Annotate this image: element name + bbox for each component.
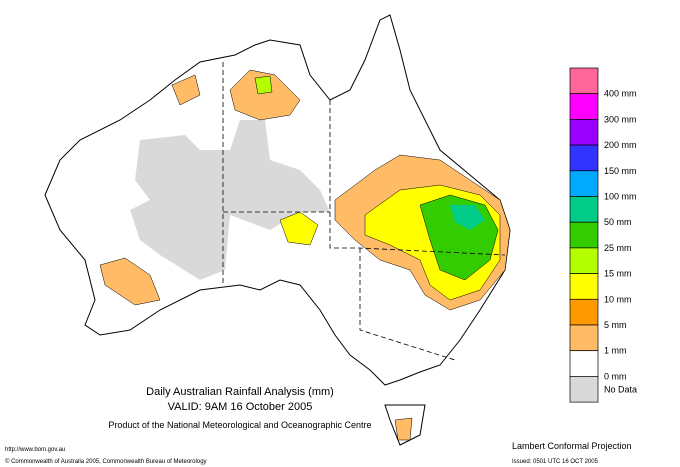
legend-label: 150 mm [604, 166, 637, 176]
legend-label: 200 mm [604, 140, 637, 150]
title-line: VALID: 9AM 16 October 2005 [168, 401, 313, 413]
legend-swatch [569, 196, 599, 223]
legend-swatch [569, 221, 599, 249]
legend-swatch [569, 170, 599, 197]
rain-north-green [254, 75, 273, 95]
no-data-area [130, 120, 330, 280]
legend-swatch [569, 67, 599, 95]
legend-swatch [569, 247, 599, 274]
legend-swatch [569, 273, 599, 300]
legend-swatch [569, 93, 599, 120]
legend-swatch [569, 298, 599, 326]
legend-label: 15 mm [604, 269, 632, 279]
rain-north [229, 69, 301, 121]
url: http://www.bom.gov.au [5, 447, 65, 453]
issued: Issued: 0501 UTC 16 OCT 2005 [512, 459, 599, 465]
rain-west [99, 257, 161, 306]
legend-label: 10 mm [604, 294, 632, 304]
legend: 400 mm 300 mm 200 mm 150 mm 100 mm 50 mm 25 mm… [569, 67, 637, 403]
rain-50mm [450, 205, 485, 230]
legend-label: No Data [604, 384, 637, 394]
legend-label: 100 mm [604, 192, 637, 202]
legend-label: 1 mm [604, 346, 627, 356]
legend-swatch [569, 324, 599, 352]
legend-swatch [569, 350, 599, 377]
legend-swatch [569, 144, 599, 172]
legend-label: 25 mm [604, 243, 632, 253]
legend-label: 50 mm [604, 217, 632, 227]
legend-swatch [569, 119, 599, 146]
title-line: Product of the National Meteorological a… [108, 420, 371, 430]
rain-kimberley [171, 74, 201, 106]
legend-label: 5 mm [604, 320, 627, 330]
legend-swatch [569, 376, 599, 403]
rain-tas [394, 417, 413, 441]
title-line: Daily Australian Rainfall Analysis (mm) [146, 386, 334, 398]
projection: Lambert Conformal Projection [512, 441, 632, 451]
legend-label: 0 mm [604, 371, 627, 381]
copyright: © Commonwealth of Australia 2005, Common… [5, 458, 207, 465]
rain-yellow-central [279, 211, 319, 246]
map [44, 14, 511, 446]
legend-label: 400 mm [604, 89, 637, 99]
legend-label: 300 mm [604, 114, 637, 124]
